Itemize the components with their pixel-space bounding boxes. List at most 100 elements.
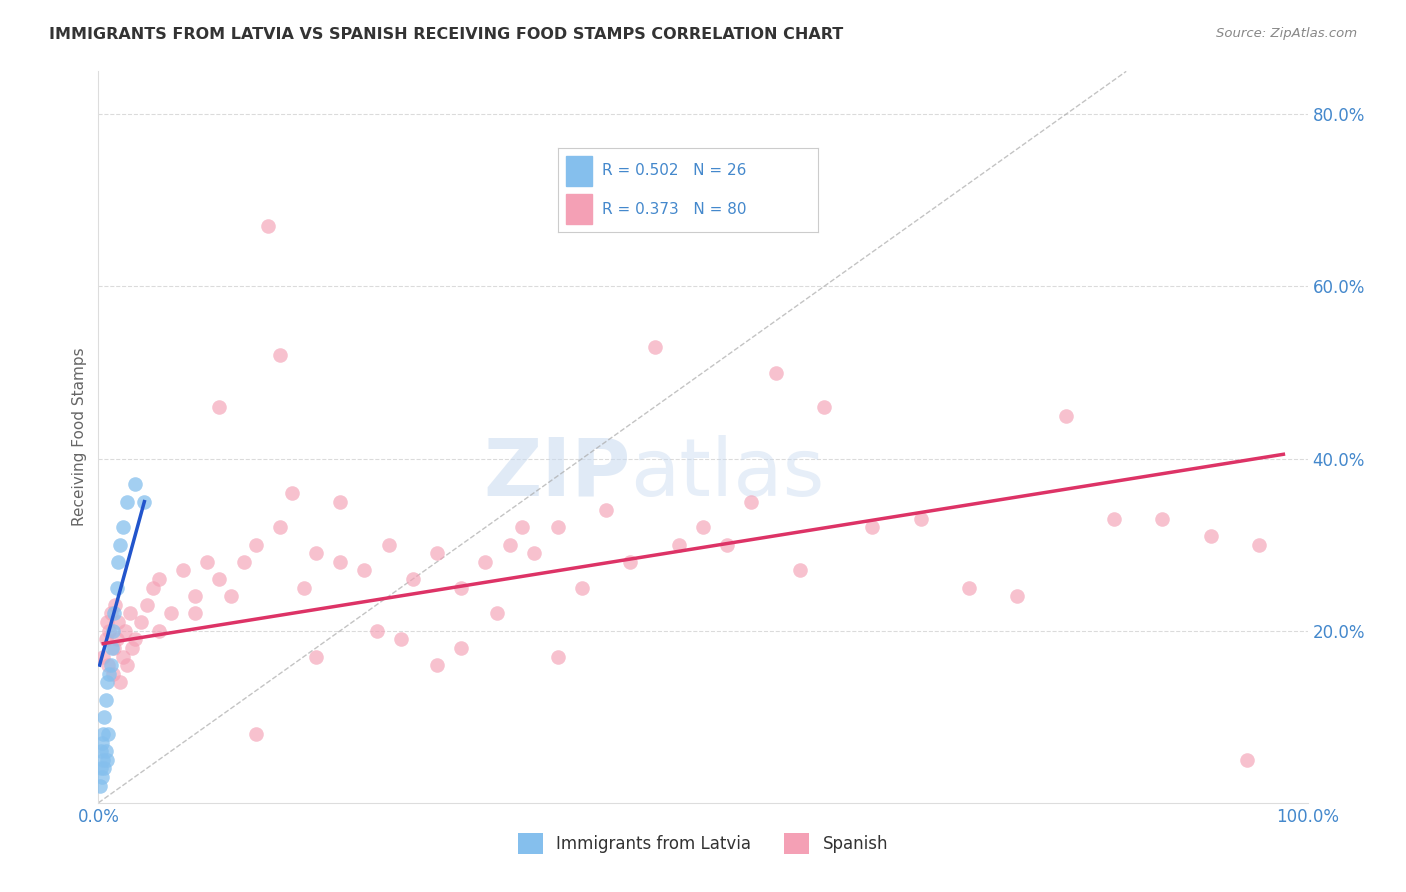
Point — [91, 753, 114, 767]
Text: IMMIGRANTS FROM LATVIA VS SPANISH RECEIVING FOOD STAMPS CORRELATION CHART: IMMIGRANTS FROM LATVIA VS SPANISH RECEIV… — [49, 27, 844, 42]
Point — [402, 572, 425, 586]
Point — [269, 348, 291, 362]
Point — [571, 581, 593, 595]
Point — [329, 555, 352, 569]
Point — [90, 744, 112, 758]
Point — [148, 572, 170, 586]
Point — [256, 219, 278, 234]
Point — [91, 770, 114, 784]
Point — [96, 615, 118, 629]
Point — [245, 727, 267, 741]
Point — [389, 632, 412, 647]
Point — [105, 632, 128, 647]
Point — [245, 538, 267, 552]
Point — [94, 632, 117, 647]
Point — [281, 486, 304, 500]
Point — [1102, 512, 1125, 526]
Point — [89, 779, 111, 793]
Text: atlas: atlas — [630, 434, 825, 513]
Point — [108, 538, 131, 552]
Point — [195, 555, 218, 569]
Point — [1152, 512, 1174, 526]
Point — [1054, 409, 1077, 423]
Point — [789, 564, 811, 578]
Point — [486, 607, 509, 621]
Point — [305, 546, 328, 560]
Point — [100, 640, 122, 655]
Point — [910, 512, 932, 526]
Point — [142, 581, 165, 595]
Point — [450, 640, 472, 655]
Point — [124, 632, 146, 647]
Point — [329, 494, 352, 508]
Point — [118, 607, 141, 621]
Point — [426, 546, 449, 560]
Point — [740, 494, 762, 508]
Text: R = 0.502   N = 26: R = 0.502 N = 26 — [602, 163, 747, 178]
Point — [91, 735, 114, 749]
Point — [377, 538, 399, 552]
Point — [111, 520, 134, 534]
Point — [1236, 753, 1258, 767]
Point — [103, 640, 125, 655]
Point — [90, 761, 112, 775]
Point — [292, 581, 315, 595]
Y-axis label: Receiving Food Stamps: Receiving Food Stamps — [72, 348, 87, 526]
Point — [619, 555, 641, 569]
Point — [595, 503, 617, 517]
Point — [97, 727, 120, 741]
Point — [450, 581, 472, 595]
Point — [184, 607, 207, 621]
Point — [498, 538, 520, 552]
Point — [91, 649, 114, 664]
Point — [107, 555, 129, 569]
Point — [668, 538, 690, 552]
Point — [101, 666, 124, 681]
Legend: Immigrants from Latvia, Spanish: Immigrants from Latvia, Spanish — [512, 827, 894, 860]
Point — [523, 546, 546, 560]
Point — [644, 340, 666, 354]
Point — [716, 538, 738, 552]
Point — [474, 555, 496, 569]
Point — [957, 581, 980, 595]
Point — [114, 624, 136, 638]
Point — [353, 564, 375, 578]
Text: ZIP: ZIP — [484, 434, 630, 513]
Point — [111, 649, 134, 664]
Point — [94, 744, 117, 758]
Point — [117, 658, 139, 673]
Point — [96, 675, 118, 690]
Point — [208, 572, 231, 586]
Point — [105, 581, 128, 595]
Point — [93, 710, 115, 724]
Point — [91, 727, 114, 741]
Point — [100, 607, 122, 621]
Point — [135, 598, 157, 612]
Point — [1199, 529, 1222, 543]
Point — [129, 615, 152, 629]
Text: R = 0.373   N = 80: R = 0.373 N = 80 — [602, 202, 747, 217]
Text: Source: ZipAtlas.com: Source: ZipAtlas.com — [1216, 27, 1357, 40]
Point — [97, 658, 120, 673]
Point — [1249, 538, 1271, 552]
Point — [813, 400, 835, 414]
Bar — [565, 156, 592, 186]
Point — [124, 477, 146, 491]
Point — [160, 607, 183, 621]
Point — [148, 624, 170, 638]
Point — [98, 624, 121, 638]
Point — [121, 640, 143, 655]
Point — [101, 624, 124, 638]
Point — [208, 400, 231, 414]
Bar — [565, 194, 592, 224]
Point — [172, 564, 194, 578]
Point — [305, 649, 328, 664]
Point — [547, 520, 569, 534]
Point — [366, 624, 388, 638]
Point — [269, 520, 291, 534]
Point — [98, 666, 121, 681]
Point — [134, 494, 156, 508]
Point — [94, 692, 117, 706]
Point — [547, 649, 569, 664]
Point — [96, 753, 118, 767]
